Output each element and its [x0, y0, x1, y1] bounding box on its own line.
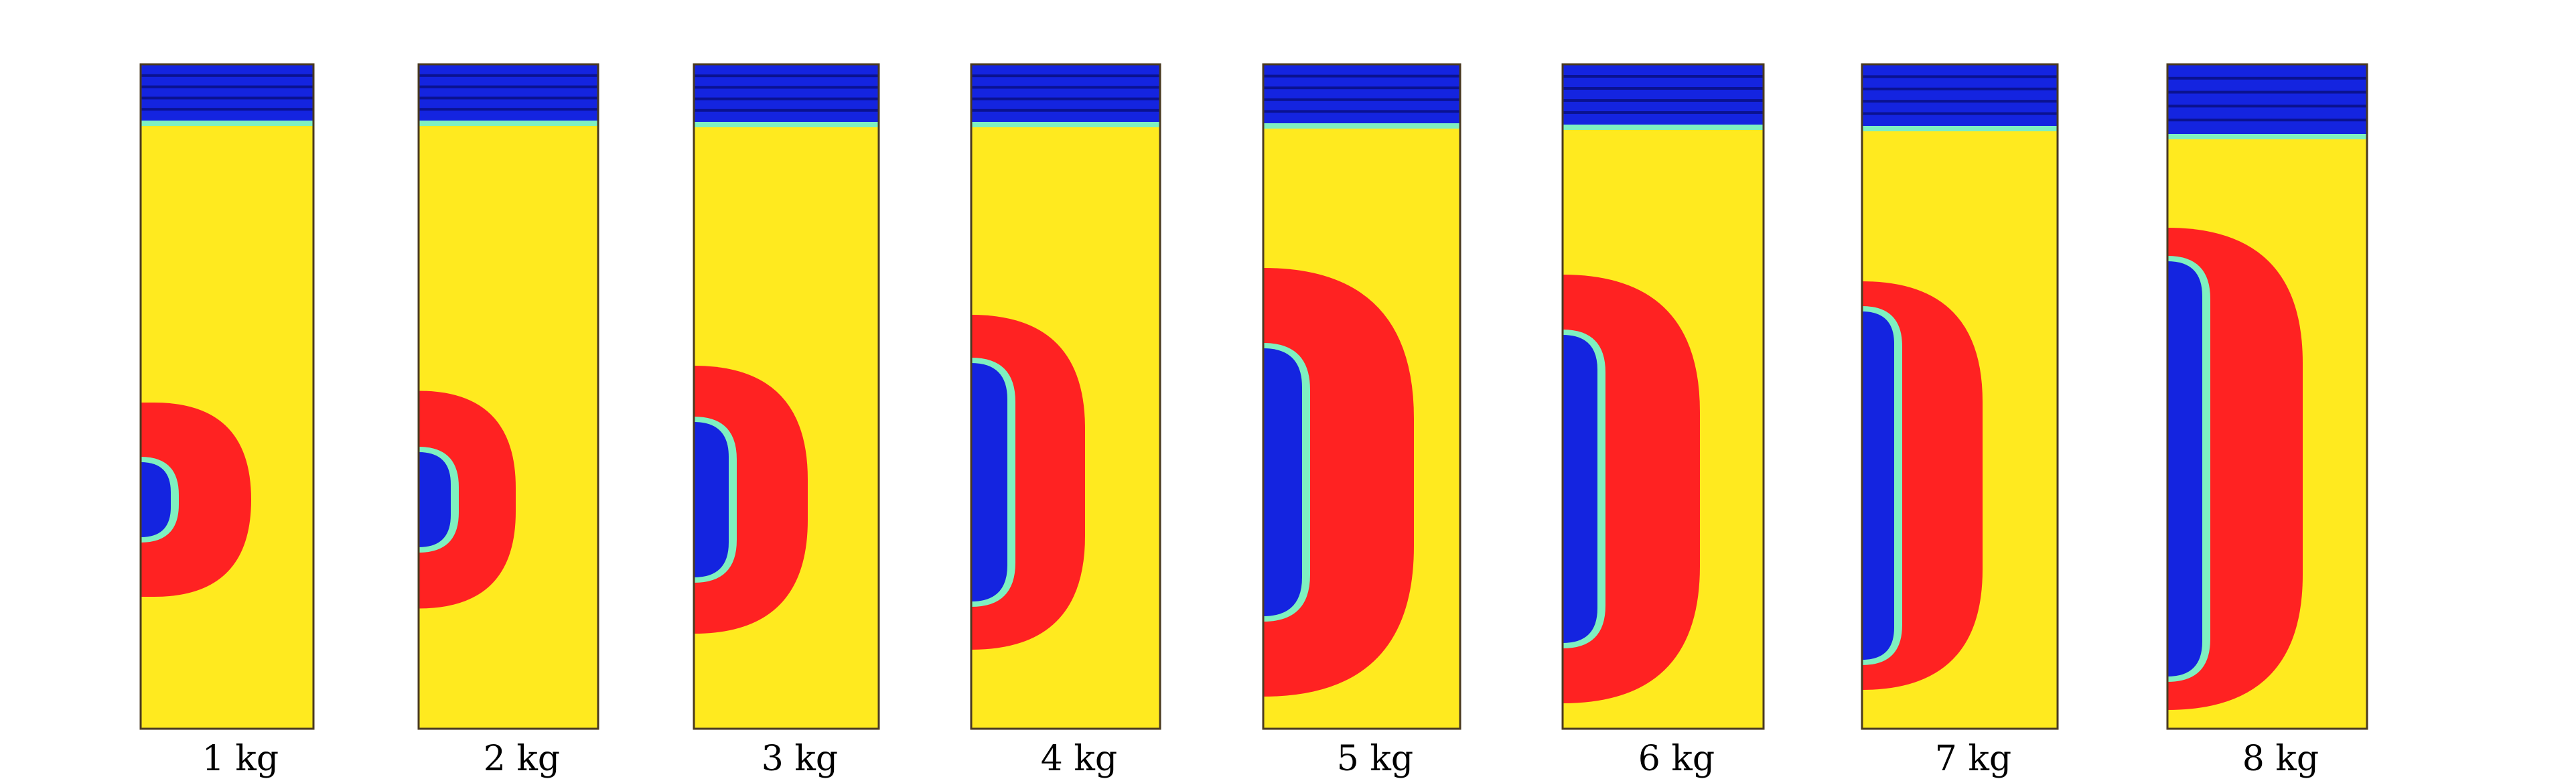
overburden-band: [1563, 64, 1764, 125]
overburden-stripe: [419, 85, 598, 88]
panel-2kg: [417, 63, 599, 730]
overburden-stripe: [1862, 87, 2058, 90]
panel-label-8kg: 8 kg: [2242, 739, 2319, 779]
panel-label-7kg: 7 kg: [1935, 739, 2011, 779]
panel-frame: [970, 63, 1161, 730]
overburden-stripe: [1563, 99, 1764, 102]
panel-8kg: [2166, 63, 2368, 730]
material-region: [141, 64, 313, 729]
overburden-stripe: [694, 97, 879, 100]
panel-label-2kg: 2 kg: [484, 739, 560, 779]
overburden-stripe: [141, 85, 313, 88]
overburden-stripe: [1862, 100, 2058, 103]
overburden-stripe: [694, 86, 879, 89]
panel-3kg: [693, 63, 880, 730]
panel-frame: [2166, 63, 2368, 730]
overburden-stripe: [2167, 76, 2367, 80]
overburden-stripe: [971, 109, 1160, 112]
band-interface: [971, 122, 1160, 127]
panel-label-5kg: 5 kg: [1337, 739, 1413, 779]
overburden-stripe: [694, 109, 879, 112]
overburden-stripe: [2167, 104, 2367, 108]
overburden-band: [2167, 64, 2367, 134]
panel-frame: [1262, 63, 1461, 730]
overburden-band: [694, 64, 879, 122]
overburden-stripe: [971, 74, 1160, 78]
overburden-stripe: [1263, 98, 1460, 101]
overburden-stripe: [1263, 86, 1460, 90]
overburden-stripe: [419, 74, 598, 77]
panel-label-6kg: 6 kg: [1638, 739, 1715, 779]
damage-zone: [141, 403, 251, 597]
band-interface: [694, 122, 879, 127]
cavity: [971, 363, 1007, 601]
panel-4kg: [970, 63, 1161, 730]
cavity: [694, 422, 729, 577]
panel-label-3kg: 3 kg: [762, 739, 838, 779]
overburden-band: [141, 64, 313, 121]
damage-zone: [419, 390, 516, 609]
panel-label-4kg: 4 kg: [1041, 739, 1117, 779]
overburden-stripe: [2167, 90, 2367, 94]
band-interface: [2167, 134, 2367, 139]
cavity: [419, 452, 451, 547]
overburden-stripe: [694, 74, 879, 78]
panel-frame: [1861, 63, 2059, 730]
cavity: [1862, 311, 1894, 660]
overburden-stripe: [419, 108, 598, 111]
overburden-stripe: [419, 96, 598, 100]
overburden-stripe: [141, 74, 313, 77]
panel-frame: [417, 63, 599, 730]
overburden-stripe: [141, 96, 313, 100]
band-interface: [1862, 126, 2058, 131]
panel-frame: [693, 63, 880, 730]
cavity: [2167, 261, 2202, 677]
panel-5kg: [1262, 63, 1461, 730]
panel-label-1kg: 1 kg: [202, 739, 279, 779]
band-interface: [1563, 125, 1764, 130]
overburden-stripe: [1263, 110, 1460, 113]
panel-1kg: [139, 63, 315, 730]
band-interface: [419, 121, 598, 126]
panels-group: [139, 63, 2368, 730]
band-interface: [1263, 123, 1460, 129]
panel-6kg: [1561, 63, 1765, 730]
overburden-stripe: [141, 108, 313, 111]
overburden-stripe: [971, 97, 1160, 100]
overburden-band: [971, 64, 1160, 122]
overburden-stripe: [1862, 112, 2058, 115]
overburden-band: [1263, 64, 1460, 123]
overburden-stripe: [2167, 119, 2367, 122]
overburden-stripe: [1263, 74, 1460, 78]
overburden-stripe: [1563, 87, 1764, 90]
cavity: [141, 462, 171, 537]
panel-frame: [139, 63, 315, 730]
overburden-stripe: [1563, 111, 1764, 114]
cavity: [1263, 348, 1302, 616]
cavity: [1563, 335, 1597, 643]
panel-7kg: [1861, 63, 2059, 730]
overburden-stripe: [971, 86, 1160, 89]
overburden-stripe: [1862, 75, 2058, 78]
overburden-stripe: [1563, 75, 1764, 78]
overburden-band: [1862, 64, 2058, 126]
labels-group: 1 kg 2 kg 3 kg 4 kg 5 kg 6 kg 7 kg 8 kg: [202, 739, 2319, 779]
overburden-band: [419, 64, 598, 121]
band-interface: [141, 121, 313, 126]
panel-frame: [1561, 63, 1765, 730]
